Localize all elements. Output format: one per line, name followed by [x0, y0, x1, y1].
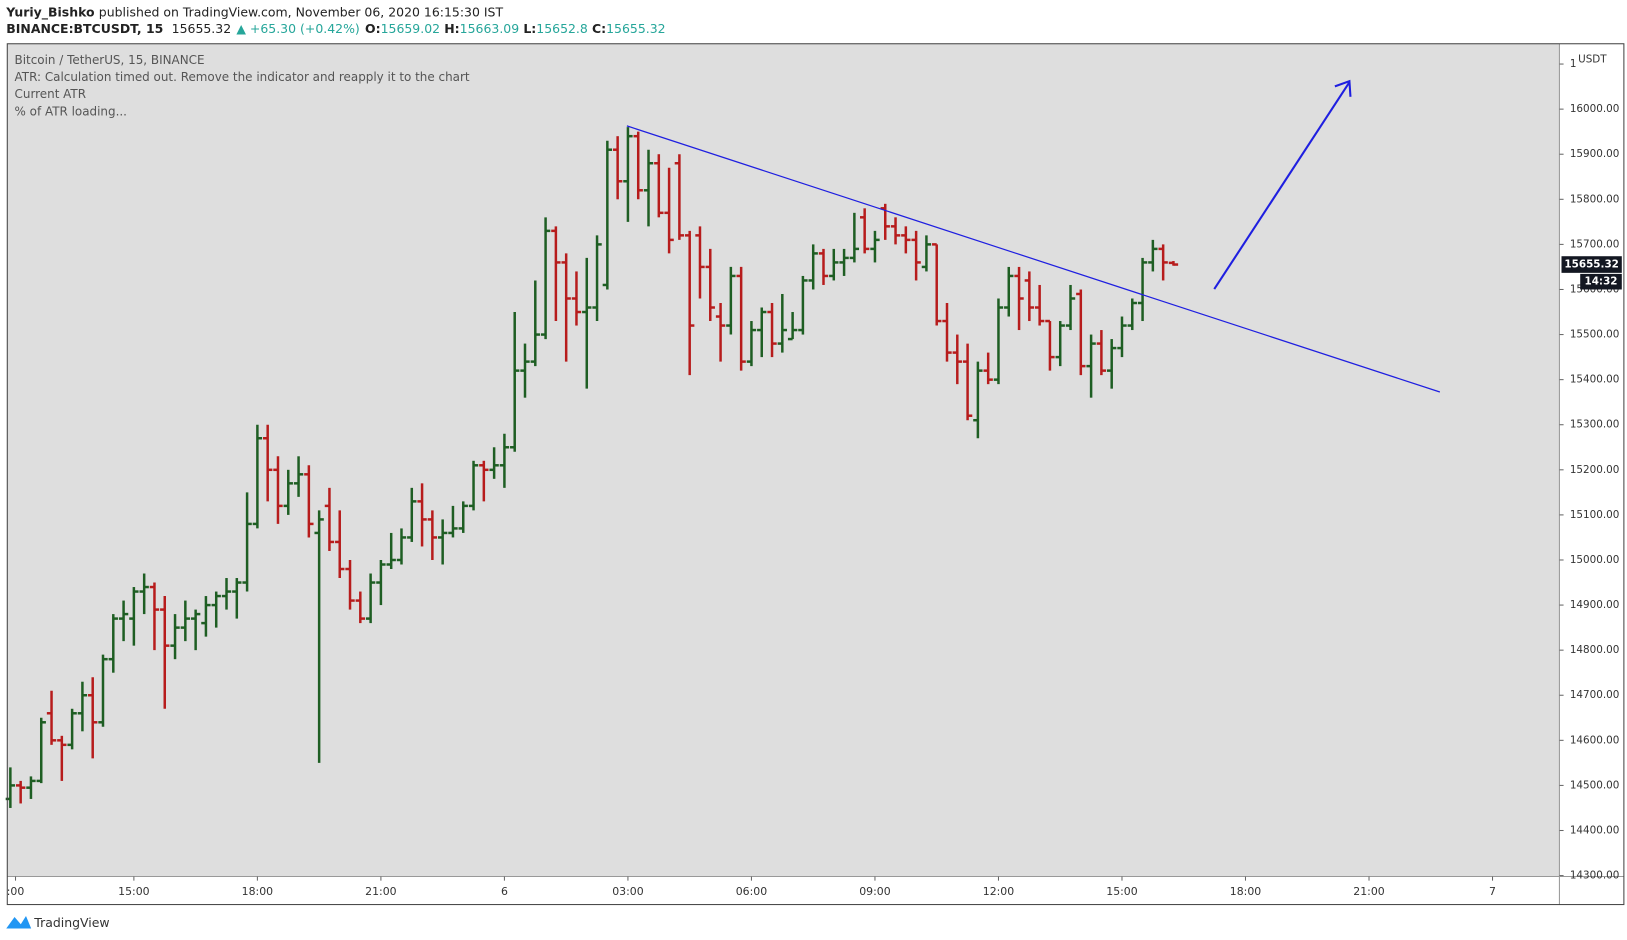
- o-value: 15659.02: [381, 21, 441, 36]
- x-tick-label: 15:00: [1106, 885, 1137, 898]
- author: Yuriy_Bishko: [5, 4, 95, 20]
- y-tick-label: 16000.00: [1570, 103, 1620, 115]
- bars: [5, 127, 1179, 808]
- change: ▲ +65.30 (+0.42%): [236, 21, 359, 36]
- y-tick-label: 14400.00: [1570, 825, 1620, 837]
- published: published on TradingView.com, November 0…: [99, 4, 504, 19]
- footer-brand: TradingView: [33, 915, 109, 930]
- c-label: C:: [592, 21, 606, 36]
- l-label: L:: [523, 21, 536, 36]
- y-tick-label: 15700.00: [1570, 238, 1620, 250]
- arrow-head: [1334, 79, 1352, 97]
- y-tick-label: 15300.00: [1570, 419, 1620, 431]
- footer-logo: [6, 915, 32, 929]
- y-tick-label: 15200.00: [1570, 464, 1620, 476]
- y-tick-label: 14300.00: [1570, 870, 1620, 882]
- arrow-shaft: [1213, 81, 1351, 290]
- price-tag: 15655.32: [1564, 259, 1618, 271]
- axes: 14300.00 14400.00 14500.00 14600.00 14700.00…: [7, 58, 1622, 898]
- x-tick-label: 18:00: [1230, 885, 1261, 898]
- frame: [6, 43, 1625, 906]
- countdown: 14:32: [1584, 276, 1617, 288]
- y-tick-label: 15100.00: [1570, 509, 1620, 521]
- legend-line: Current ATR: [15, 87, 86, 101]
- x-tick-label: 06:00: [736, 885, 767, 898]
- o-label: O:: [365, 21, 381, 36]
- x-tick-label: 03:00: [612, 885, 643, 898]
- trend-line: [626, 125, 1441, 393]
- y-tick-label: 14800.00: [1570, 644, 1620, 656]
- symbol: BINANCE:BTCUSDT, 15: [6, 21, 163, 36]
- x-tick-label: 09:00: [859, 885, 890, 898]
- legend-title: Bitcoin / TetherUS, 15, BINANCE: [15, 53, 205, 67]
- currency: USDT: [1578, 53, 1607, 65]
- y-tick-label: 14900.00: [1570, 599, 1620, 611]
- y-tick-label: 15900.00: [1570, 148, 1620, 160]
- symbol-line: BINANCE:BTCUSDT, 15 15655.32 ▲ +65.30 (+0.…: [6, 21, 665, 36]
- countdown-bg: [1580, 273, 1622, 290]
- x-tick-label: 6: [501, 885, 508, 898]
- y-tick-label: 15000.00: [1570, 554, 1620, 566]
- c-value: 15655.32: [606, 21, 666, 36]
- h-label: H:: [444, 21, 459, 36]
- price-tag-bg: [1561, 256, 1622, 273]
- x-tick-label: 21:00: [1353, 885, 1384, 898]
- y-tick-label: 1: [1570, 58, 1577, 70]
- x-tick-label: 12:00: [983, 885, 1014, 898]
- legend: Bitcoin / TetherUS, 15, BINANCE ATR: Calc…: [15, 53, 470, 118]
- publish-line: Yuriy_Bishko published on TradingView.com…: [5, 4, 503, 20]
- x-tick-label: 15:00: [118, 885, 149, 898]
- x-tick-label: 21:00: [365, 885, 396, 898]
- y-tick-label: 15500.00: [1570, 329, 1620, 341]
- y-tick-label: 14700.00: [1570, 689, 1620, 701]
- x-tick-label: :00: [7, 885, 25, 898]
- last-price: 15655.32: [172, 21, 232, 36]
- y-tick-label: 14600.00: [1570, 734, 1620, 746]
- x-tick-label: 7: [1489, 885, 1496, 898]
- y-tick-label: 14500.00: [1570, 779, 1620, 791]
- legend-line: ATR: Calculation timed out. Remove the i…: [15, 70, 470, 84]
- h-value: 15663.09: [460, 21, 520, 36]
- chart-pane: [7, 43, 1560, 877]
- y-tick-label: 15400.00: [1570, 374, 1620, 386]
- l-value: 15652.8: [536, 21, 588, 36]
- logo: [6, 915, 32, 929]
- legend-line: % of ATR loading...: [15, 104, 127, 118]
- y-tick-label: 15800.00: [1570, 193, 1620, 205]
- x-tick-label: 18:00: [242, 885, 273, 898]
